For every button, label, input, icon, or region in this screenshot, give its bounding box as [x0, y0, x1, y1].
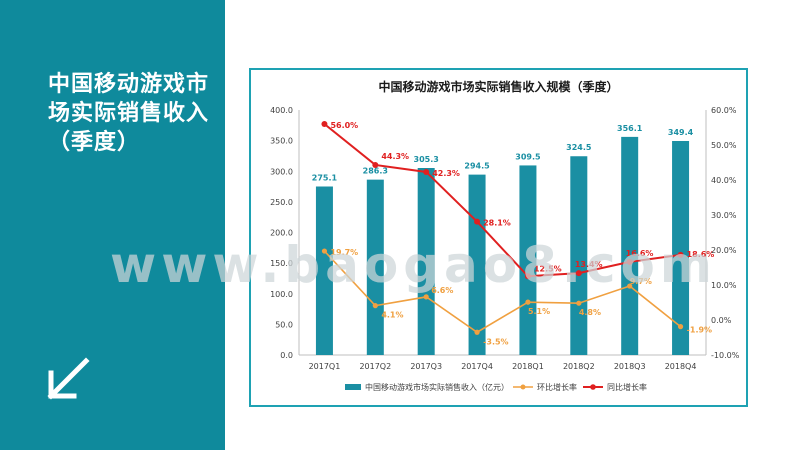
qoq-point: [576, 300, 582, 306]
legend-bar-swatch: [345, 384, 361, 390]
qoq-label: -3.5%: [483, 337, 509, 346]
yoy-point: [524, 273, 531, 280]
yoy-point: [372, 161, 379, 168]
bar: [315, 186, 333, 355]
legend-qoq-label: 环比增长率: [537, 382, 577, 392]
side-panel: 中国移动游戏市场实际销售收入（季度）: [0, 0, 225, 450]
chart-plot: 0.0 50.0 100.0 150.0 200.0 250.0 300.0 350.0 400…: [270, 106, 740, 392]
qoq-label: -1.9%: [687, 326, 713, 335]
arrow-down-left-icon: [47, 357, 90, 400]
yoy-label: 13.4%: [575, 260, 603, 269]
x-tick-label: 2018Q1: [512, 362, 544, 371]
qoq-label: 19.7%: [330, 248, 358, 257]
yoy-point: [575, 270, 582, 277]
x-tick-label: 2017Q2: [359, 362, 391, 371]
y2-tick-label: 40.0%: [711, 176, 737, 185]
y-tick-label: 100.0: [270, 290, 293, 299]
chart-frame: 中国移动游戏市场实际销售收入规模（季度） 0.0 50.0 100.0 150.0 20…: [249, 68, 748, 407]
yoy-label: 16.6%: [626, 249, 654, 258]
y-tick-label: 50.0: [275, 320, 293, 329]
qoq-point: [321, 248, 328, 254]
y2-tick-label: 0.0%: [711, 316, 732, 325]
bar-value-label: 294.5: [464, 162, 490, 171]
bar: [570, 156, 588, 355]
qoq-label: 4.1%: [381, 311, 403, 320]
y-tick-label: 150.0: [270, 259, 293, 268]
bar: [468, 174, 486, 355]
bar-value-label: 356.1: [617, 124, 643, 133]
bar: [519, 165, 537, 355]
bar: [672, 140, 690, 355]
qoq-label: 9.7%: [630, 277, 652, 286]
y-tick-label: 0.0: [280, 351, 293, 360]
yoy-point: [474, 218, 481, 225]
y2-tick-label: 20.0%: [711, 246, 737, 255]
qoq-line: [323, 250, 682, 334]
x-tick-label: 2018Q2: [563, 362, 595, 371]
qoq-label: 5.1%: [528, 307, 550, 316]
bar-value-label: 309.5: [515, 152, 541, 161]
yoy-point: [677, 251, 684, 258]
y-tick-label: 250.0: [270, 198, 293, 207]
yoy-label: 28.1%: [483, 219, 511, 228]
qoq-point: [677, 324, 684, 330]
qoq-label: 6.6%: [431, 286, 453, 295]
chart-title: 中国移动游戏市场实际销售收入规模（季度）: [378, 80, 619, 94]
yoy-point: [626, 258, 633, 265]
y2-tick-label: 10.0%: [711, 281, 737, 290]
y-tick-label: 300.0: [270, 167, 293, 176]
side-title: 中国移动游戏市场实际销售收入（季度）: [48, 72, 210, 155]
bar-value-label: 286.3: [363, 167, 388, 176]
y-tick-label: 350.0: [270, 137, 293, 146]
y-tick-label: 400.0: [270, 106, 293, 115]
bar: [366, 179, 384, 355]
y-tick-label: 200.0: [270, 229, 293, 238]
yoy-point: [321, 121, 328, 127]
qoq-point: [423, 294, 429, 300]
legend-bar-label: 中国移动游戏市场实际销售收入（亿元）: [365, 382, 509, 392]
legend-yoy-label: 同比增长率: [607, 382, 647, 392]
qoq-point: [372, 303, 378, 309]
bar: [417, 168, 435, 355]
bar-value-label: 324.5: [566, 143, 592, 152]
bar-value-label: 349.4: [668, 128, 694, 137]
y2-tick-label: -10.0%: [711, 351, 740, 360]
x-tick-label: 2017Q3: [410, 362, 442, 371]
qoq-label: 4.8%: [579, 308, 601, 317]
qoq-point: [474, 329, 480, 335]
bar: [621, 136, 639, 355]
qoq-point: [627, 283, 633, 289]
y2-tick-label: 50.0%: [711, 141, 737, 150]
yoy-label: 56.0%: [330, 121, 358, 130]
x-tick-label: 2018Q4: [665, 362, 697, 371]
qoq-point: [525, 299, 531, 305]
x-tick-label: 2018Q3: [614, 362, 646, 371]
bar-value-label: 275.1: [312, 174, 338, 183]
yoy-label: 44.3%: [381, 152, 409, 161]
x-tick-label: 2017Q1: [309, 362, 341, 371]
yoy-line: [323, 123, 681, 278]
legend-yoy-marker: [590, 384, 596, 390]
yoy-label: 42.3%: [432, 169, 460, 178]
legend-qoq-marker: [520, 384, 526, 390]
yoy-label: 18.6%: [687, 250, 715, 259]
y2-tick-label: 60.0%: [711, 106, 737, 115]
yoy-point: [423, 168, 430, 175]
bar-value-label: 305.3: [414, 155, 439, 164]
y2-tick-label: 30.0%: [711, 211, 737, 220]
yoy-label: 12.5%: [534, 264, 562, 273]
x-tick-label: 2017Q4: [461, 362, 493, 371]
